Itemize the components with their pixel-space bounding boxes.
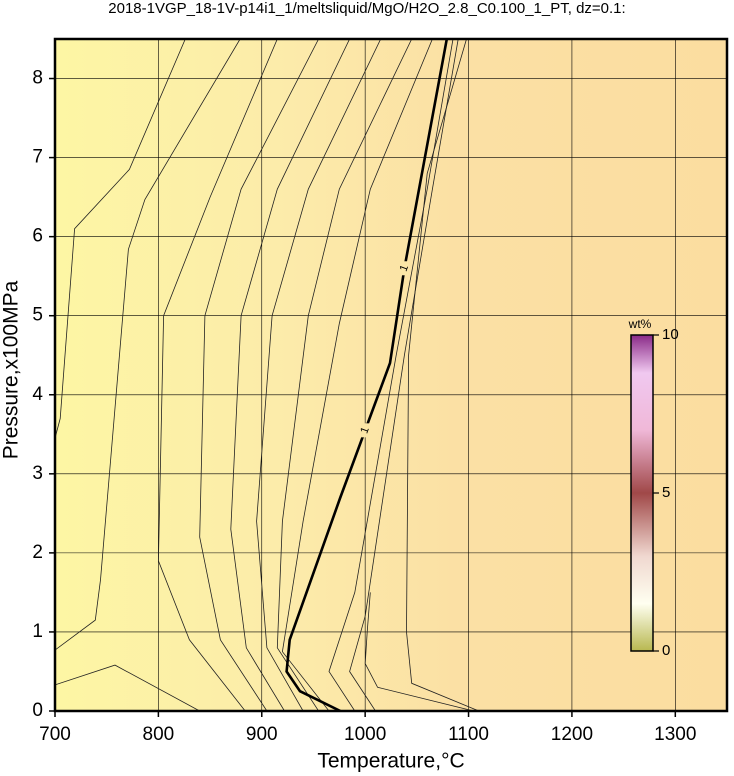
y-tick-label: 4 — [32, 384, 43, 405]
contour-line — [199, 39, 319, 711]
contour-label-bg — [400, 261, 409, 276]
y-tick-label: 3 — [32, 463, 43, 484]
contour-label-bg — [361, 423, 370, 438]
colorbar-tick-label: 0 — [662, 642, 670, 659]
y-tick-label: 2 — [32, 542, 43, 563]
y-tick-label: 6 — [32, 226, 43, 247]
x-tick-label: 900 — [246, 724, 278, 745]
y-tick-label: 7 — [32, 147, 43, 168]
contour-line — [256, 39, 382, 711]
colorbar-tick-label: 10 — [662, 326, 679, 343]
contour-line — [157, 39, 278, 711]
x-tick-label: 700 — [39, 724, 71, 745]
contour-line — [406, 39, 480, 711]
chart-title: 2018-1VGP_18-1V-p14i1_1/meltsliquid/MgO/… — [108, 0, 625, 17]
y-tick-label: 1 — [32, 621, 43, 642]
contour-line — [328, 39, 454, 711]
colorbar-label: wt% — [628, 317, 652, 331]
x-tick-label: 1200 — [551, 724, 593, 745]
contour-label: 1 — [398, 263, 411, 273]
x-tick-label: 1100 — [448, 724, 489, 745]
frame — [53, 37, 729, 713]
y-tick-label: 5 — [32, 305, 43, 326]
x-tick-label: 800 — [143, 724, 175, 745]
x-tick-label: 1000 — [344, 724, 386, 745]
contours: 11 — [55, 39, 480, 711]
contour-line — [230, 39, 350, 711]
colorbar — [630, 334, 654, 652]
contour-line — [55, 664, 200, 711]
x-axis-label: Temperature,°C — [317, 750, 464, 773]
contour-line — [281, 39, 433, 711]
plot-background — [55, 39, 727, 711]
bold-contour — [285, 39, 449, 711]
y-axis-label: Pressure,x100MPa — [0, 280, 23, 459]
contour-line — [55, 39, 241, 651]
x-tick-label: 1300 — [654, 724, 696, 745]
contour-line — [276, 39, 413, 711]
contour-line — [364, 592, 474, 711]
colorbar-tick-label: 5 — [662, 484, 670, 501]
contour-label: 1 — [358, 425, 371, 435]
colorbar-ticks: 0 5 10 — [653, 326, 679, 659]
contour-line — [349, 39, 459, 711]
contour-line — [55, 39, 186, 439]
y-tick-label: 0 — [32, 700, 43, 721]
y-tick-label: 8 — [32, 68, 43, 89]
